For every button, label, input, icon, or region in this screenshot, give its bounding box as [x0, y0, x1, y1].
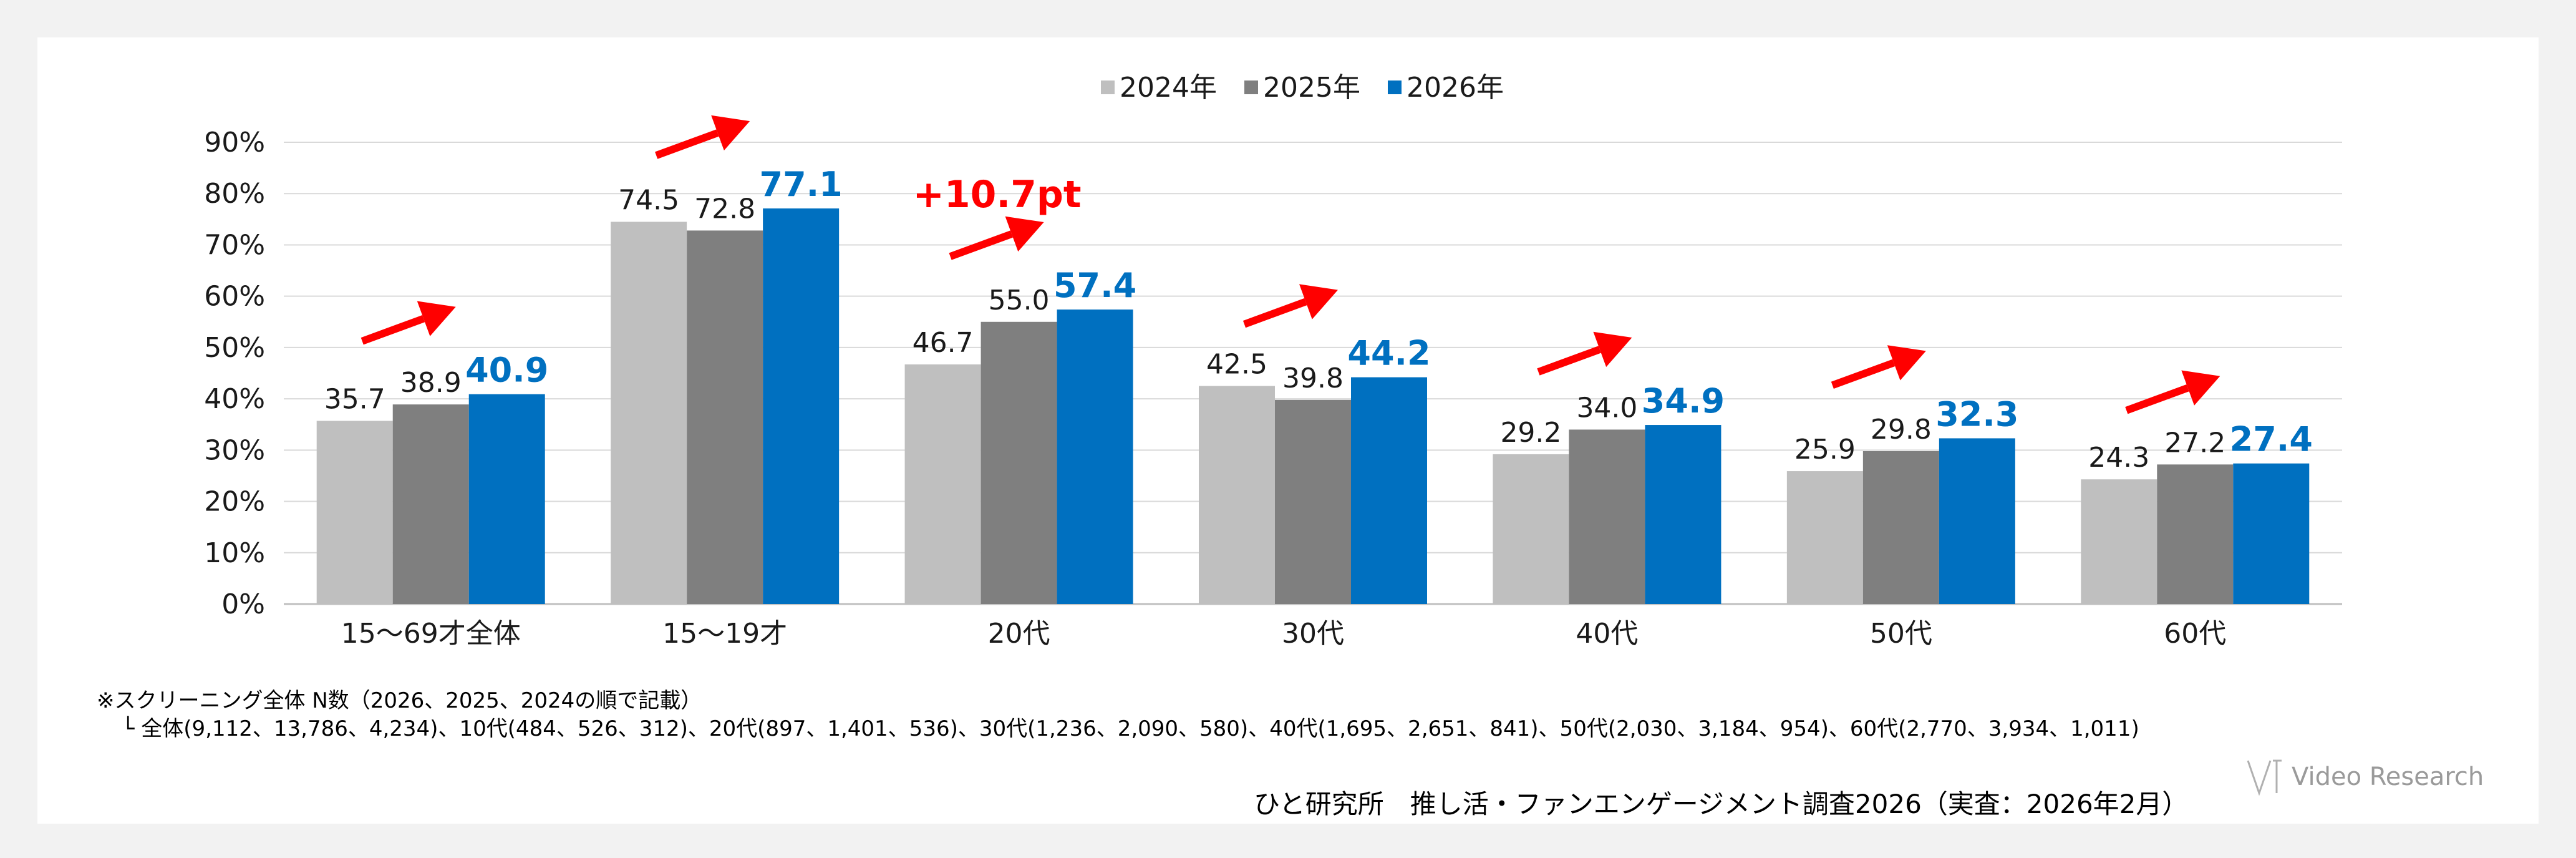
data-label: 74.5: [618, 184, 679, 216]
sample-size-detail: └ 全体(9,112、13,786、4,234)、10代(484、526、312…: [122, 716, 2139, 741]
bar-2025年: [1275, 399, 1351, 604]
vr-logo-icon: [2247, 759, 2282, 796]
trend-arrow-head: [711, 115, 750, 151]
trend-arrow-head: [1593, 331, 1632, 368]
data-label: 57.4: [1053, 266, 1136, 305]
trend-arrow-shaft: [949, 230, 1013, 260]
sample-size-note: ※スクリーニング全体 N数（2026、2025、2024の順で記載）: [97, 688, 702, 713]
x-tick-label: 15～69才全体: [341, 618, 521, 650]
data-label: 34.0: [1576, 392, 1637, 424]
trend-arrow-head: [2181, 370, 2220, 406]
legend-swatch: [1101, 80, 1115, 94]
x-tick-label: 15～19才: [662, 618, 787, 650]
bar-chart: 0% 10% 20% 30% 40% 50% 60% 70% 80% 90% 15～69才全体 35.…: [204, 72, 2342, 650]
bar-2024年: [2081, 479, 2157, 604]
bar-2025年: [1569, 429, 1645, 604]
bar-2026年: [763, 208, 840, 605]
data-label: 72.8: [694, 193, 755, 225]
chart-panel: 0% 10% 20% 30% 40% 50% 60% 70% 80% 90% 15～69才全体 35.…: [37, 37, 2539, 824]
x-tick-label: 50代: [1870, 618, 1932, 650]
y-tick-label: 10%: [204, 537, 265, 569]
bar-2024年: [611, 222, 687, 604]
data-label: 34.9: [1642, 381, 1725, 421]
data-label: 44.2: [1347, 334, 1430, 373]
x-tick-label: 30代: [1282, 618, 1344, 650]
bar-2024年: [316, 421, 393, 604]
bar-2025年: [687, 230, 763, 604]
x-tick-label: 20代: [988, 618, 1050, 650]
source-caption: ひと研究所 推し活・ファンエンゲージメント調査2026（実査：2026年2月）: [1254, 789, 2189, 819]
brand-name: Video Research: [2292, 763, 2484, 791]
bar-2025年: [1862, 451, 1939, 604]
data-label: 40.9: [465, 351, 548, 390]
data-label: 24.3: [2088, 442, 2149, 474]
bar-2026年: [1057, 310, 1133, 604]
x-tick-label: 60代: [2164, 618, 2226, 650]
y-tick-label: 70%: [204, 229, 265, 261]
trend-arrow-head: [417, 301, 456, 336]
y-tick-label: 20%: [204, 486, 265, 518]
trend-arrow-shaft: [2125, 384, 2189, 414]
legend-swatch: [1244, 80, 1258, 94]
trend-arrow-shaft: [1242, 298, 1307, 328]
bar-2024年: [1786, 471, 1863, 604]
legend-label: 2024年: [1120, 72, 1217, 104]
bar-2024年: [904, 364, 981, 604]
bar-2026年: [1645, 425, 1721, 604]
bar-2025年: [981, 321, 1057, 604]
trend-arrow-shaft: [1831, 359, 1896, 389]
data-label: 27.4: [2230, 420, 2313, 459]
data-label: 55.0: [989, 285, 1050, 316]
trend-arrow-shaft: [655, 129, 719, 159]
data-label: 35.7: [324, 383, 385, 415]
trend-arrow-shaft: [361, 315, 425, 345]
bar-2025年: [392, 404, 469, 604]
brand-logo: Video Research: [2245, 758, 2484, 796]
bar-2026年: [2233, 463, 2310, 604]
y-tick-label: 0%: [221, 588, 265, 620]
x-tick-label: 40代: [1576, 618, 1638, 650]
trend-arrow-head: [1299, 284, 1338, 319]
annotation-label: +10.7pt: [913, 173, 1082, 217]
data-label: 46.7: [913, 327, 974, 359]
legend-label: 2025年: [1263, 72, 1360, 104]
y-tick-label: 60%: [204, 281, 265, 313]
bar-2024年: [1199, 386, 1275, 604]
y-tick-label: 40%: [204, 383, 265, 415]
data-label: 27.2: [2164, 427, 2225, 459]
bar-2026年: [1351, 377, 1427, 604]
data-label: 29.8: [1871, 414, 1932, 446]
data-label: 38.9: [400, 367, 462, 399]
y-tick-label: 50%: [204, 332, 265, 364]
data-label: 32.3: [1935, 394, 2018, 434]
bar-2024年: [1493, 454, 1569, 604]
legend-swatch: [1388, 80, 1402, 94]
trend-arrow-head: [1005, 216, 1044, 252]
y-tick-label: 80%: [204, 178, 265, 210]
bar-2026年: [468, 394, 545, 604]
data-label: 39.8: [1282, 363, 1344, 394]
trend-arrow-head: [1887, 345, 1926, 381]
data-label: 42.5: [1206, 349, 1267, 381]
trend-arrow-shaft: [1537, 346, 1601, 376]
bar-2025年: [2157, 464, 2234, 604]
data-label: 25.9: [1794, 434, 1856, 466]
data-label: 77.1: [760, 165, 843, 204]
y-tick-label: 30%: [204, 434, 265, 466]
y-tick-label: 90%: [204, 127, 265, 158]
legend-label: 2026年: [1407, 72, 1504, 104]
bar-2026年: [1939, 438, 2015, 604]
data-label: 29.2: [1500, 417, 1561, 449]
